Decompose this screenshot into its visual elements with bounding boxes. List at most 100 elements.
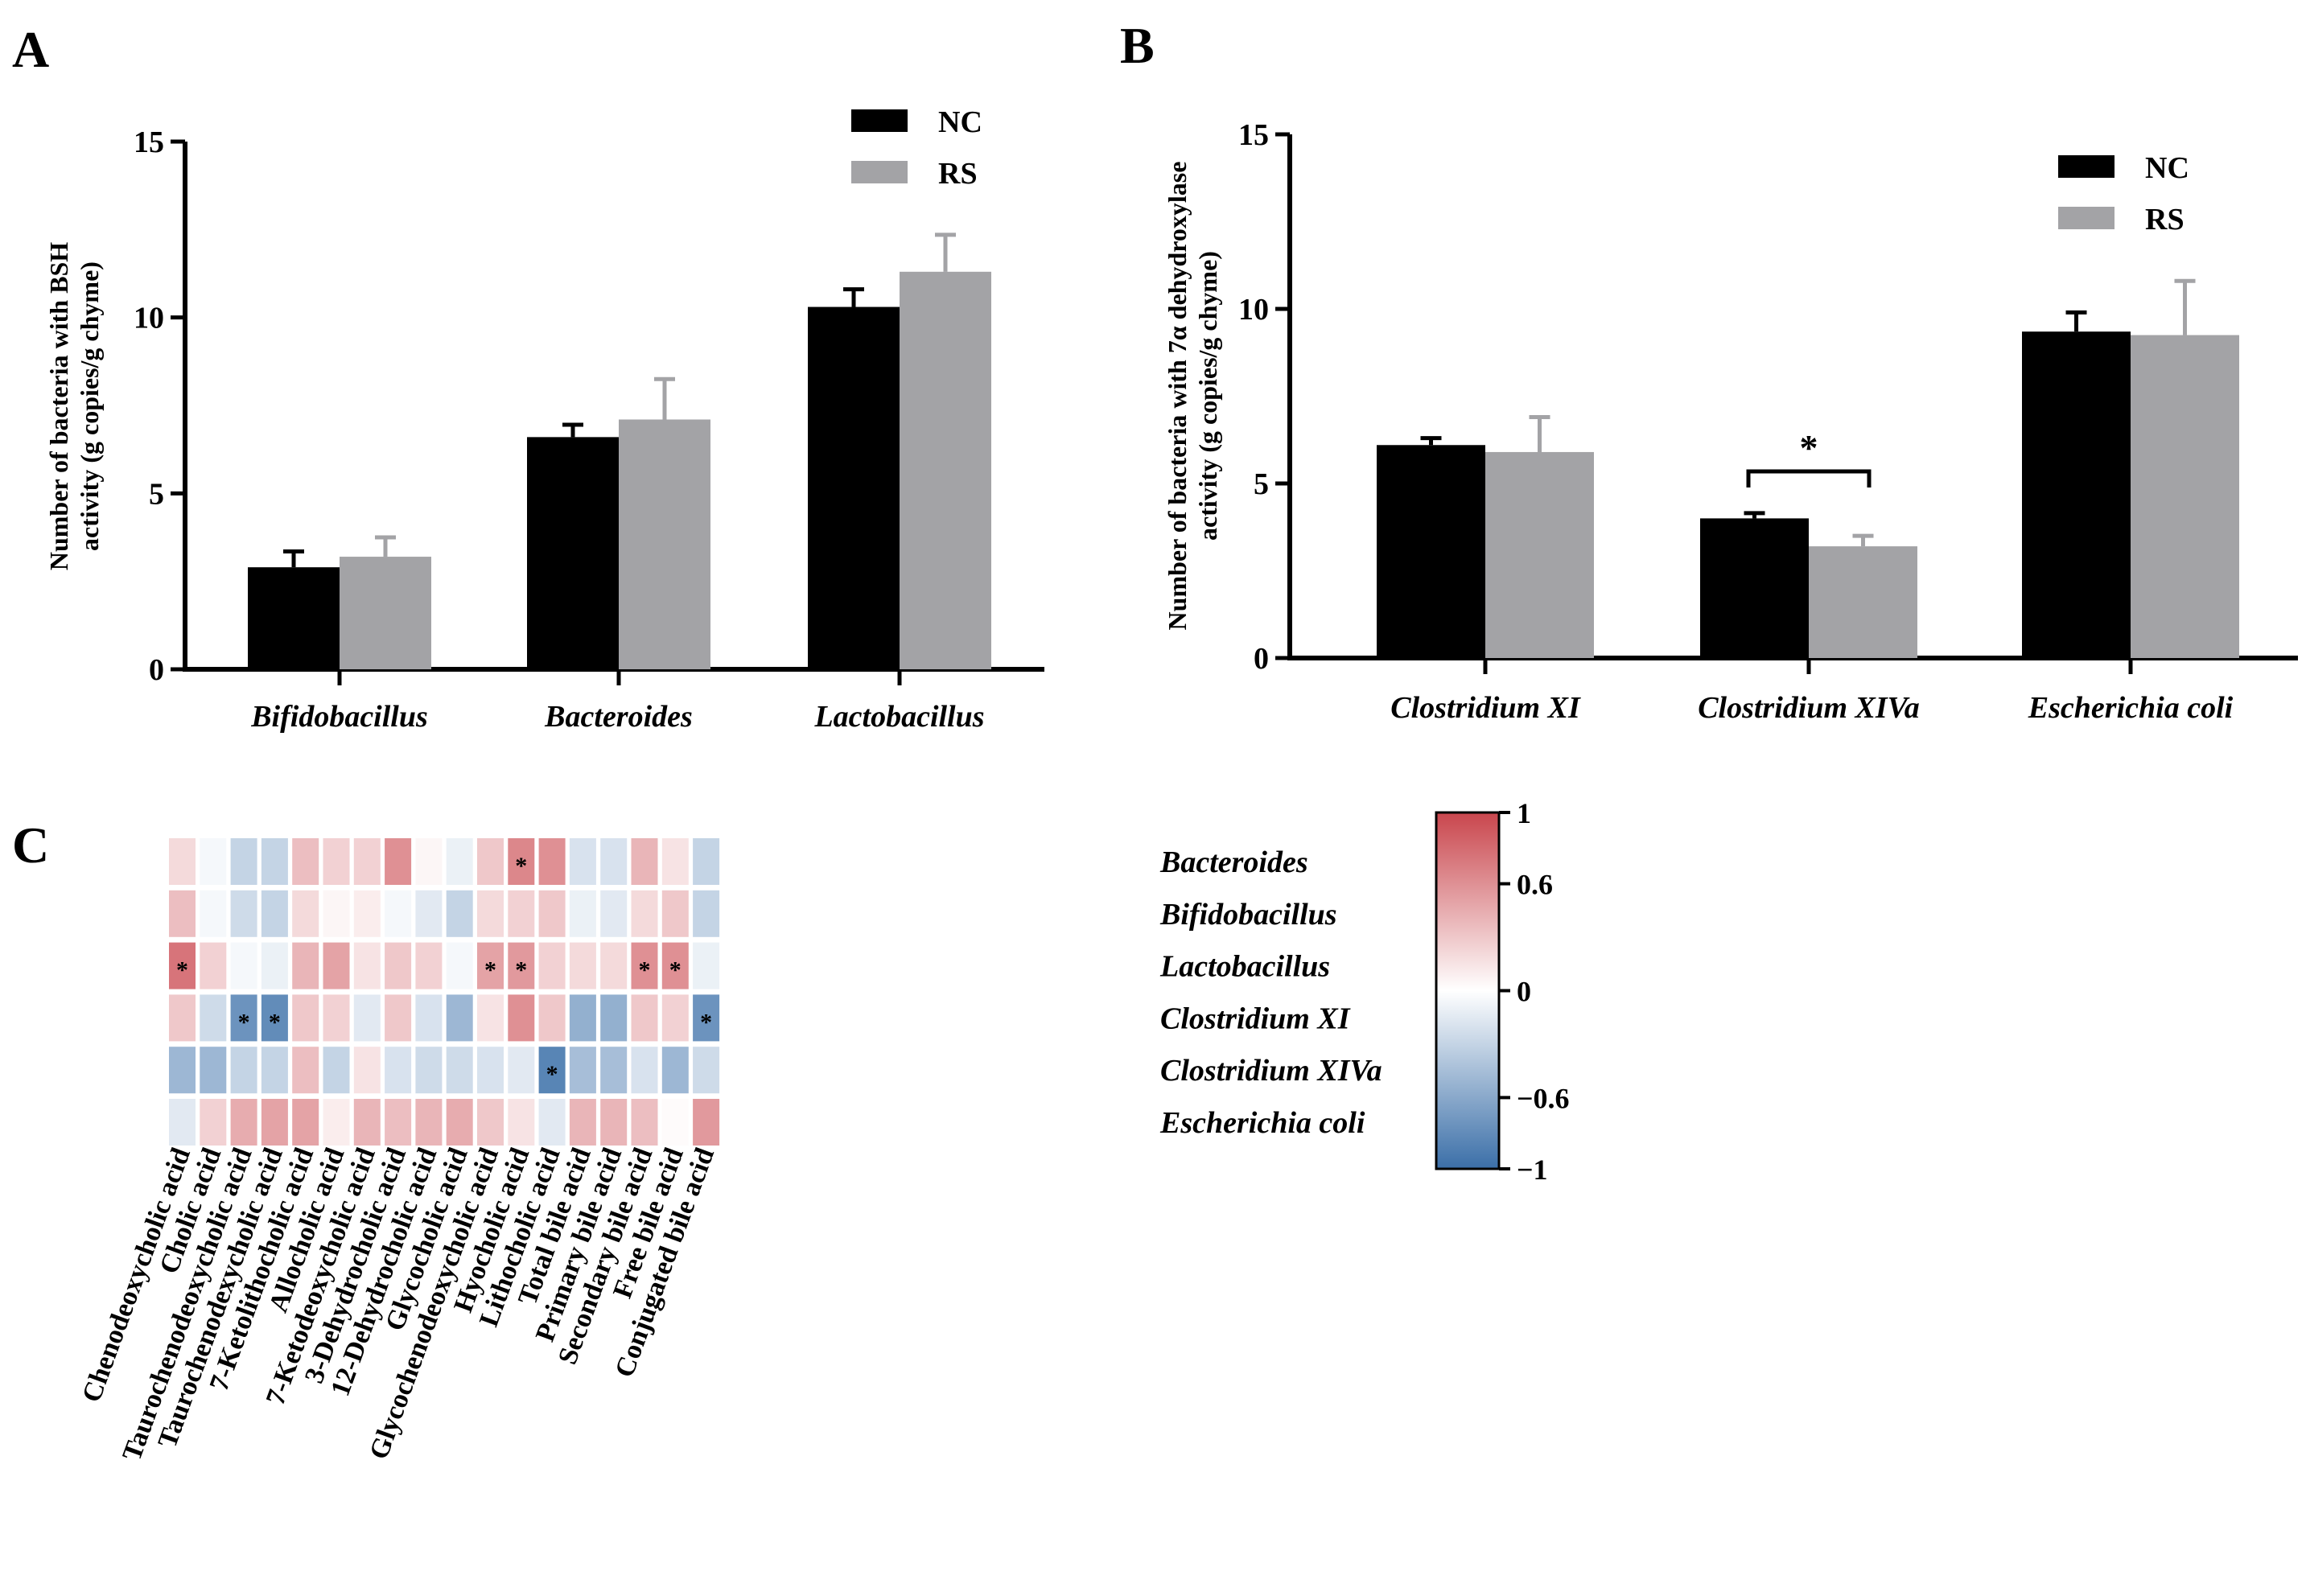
heatmap-cell — [230, 942, 257, 989]
heatmap-cell — [477, 1047, 504, 1094]
panel-b-bar-chart: 0 5 10 15 Number of bacteria with 7α dehydro… — [1163, 118, 2298, 725]
heatmap-cell — [353, 838, 381, 885]
panel-label-b: B — [1120, 17, 1155, 74]
bar-rs — [619, 419, 710, 669]
heatmap-cell — [661, 1099, 689, 1146]
bar-nc — [527, 437, 619, 669]
heatmap-cell — [323, 890, 350, 937]
heatmap-cell — [353, 1047, 381, 1094]
legend-swatch-rs — [2058, 207, 2115, 229]
cell-significance-star: * — [484, 957, 496, 984]
cell-significance-star: * — [238, 1009, 250, 1035]
heatmap-cell — [600, 1047, 628, 1094]
heatmap-cell — [323, 942, 350, 989]
heatmap-cell — [569, 890, 596, 937]
y-axis-label: Number of bacteria with 7α dehydroxylase — [1163, 162, 1192, 631]
significance-bracket — [1746, 469, 1872, 487]
y-tick-label: 15 — [134, 125, 164, 159]
colorbar-tick-label: −1 — [1517, 1154, 1548, 1186]
heatmap-cell — [292, 1047, 319, 1094]
heatmap-cell — [385, 890, 412, 937]
heatmap-cell — [600, 838, 628, 885]
heatmap-cell — [446, 994, 473, 1042]
legend-swatch-nc — [851, 109, 908, 132]
heatmap-cell — [631, 1047, 658, 1094]
panel-label-a: A — [12, 21, 49, 78]
cell-significance-star: * — [669, 957, 682, 984]
bar-nc — [248, 567, 340, 669]
heatmap-cell — [230, 1099, 257, 1146]
legend-label-nc: NC — [938, 105, 982, 139]
heatmap-cell — [569, 838, 596, 885]
bar-nc — [1700, 518, 1809, 658]
heatmap-cell — [323, 838, 350, 885]
heatmap-cell — [538, 1047, 566, 1094]
bar-rs — [2131, 335, 2239, 658]
x-category-label: Escherichia coli — [2028, 691, 2234, 725]
heatmap-cell — [446, 1099, 473, 1146]
heatmap-cell — [508, 838, 535, 885]
heatmap-cell — [353, 994, 381, 1042]
row-label: Bifidobacillus — [1159, 898, 1337, 932]
heatmap-cell — [200, 994, 227, 1042]
heatmap-cell — [600, 942, 628, 989]
heatmap-cell — [508, 994, 535, 1042]
heatmap-cell — [477, 838, 504, 885]
heatmap-cell — [693, 838, 720, 885]
heatmap-cell — [415, 1099, 443, 1146]
heatmap-cell — [446, 942, 473, 989]
heatmap-cell — [631, 994, 658, 1042]
heatmap-cell — [538, 890, 566, 937]
panel-a-bar-chart: 0 5 10 15 Number of bacteria with BSH activit… — [44, 105, 1044, 734]
legend-swatch-rs — [851, 161, 908, 183]
cell-significance-star: * — [546, 1061, 558, 1088]
heatmap-cell — [508, 942, 535, 989]
heatmap-cell — [631, 942, 658, 989]
heatmap-cell — [693, 994, 720, 1042]
heatmap-cell — [292, 1099, 319, 1146]
heatmap-cell — [538, 994, 566, 1042]
heatmap-cell — [353, 890, 381, 937]
heatmap-cell — [200, 942, 227, 989]
heatmap-cell — [508, 890, 535, 937]
heatmap-cell — [230, 838, 257, 885]
heatmap-cell — [631, 1099, 658, 1146]
row-label: Escherichia coli — [1159, 1106, 1365, 1140]
heatmap-cell — [261, 994, 288, 1042]
heatmap-cell — [200, 890, 227, 937]
colorbar-tick-label: 0 — [1517, 976, 1531, 1008]
heatmap-cell — [477, 942, 504, 989]
x-category-label: Clostridium XIVa — [1698, 691, 1920, 725]
heatmap-cell — [169, 994, 196, 1042]
heatmap-cell — [292, 942, 319, 989]
y-axis-label: activity (g copies/g chyme) — [1193, 251, 1222, 541]
heatmap-cell — [292, 838, 319, 885]
heatmap-cell — [661, 994, 689, 1042]
heatmap-cell — [446, 1047, 473, 1094]
heatmap-cell — [385, 838, 412, 885]
cell-significance-star: * — [515, 853, 527, 879]
heatmap-cell — [538, 1099, 566, 1146]
heatmap-cell — [385, 994, 412, 1042]
heatmap-cell — [661, 838, 689, 885]
heatmap-cell — [200, 838, 227, 885]
x-category-label: Lactobacillus — [813, 700, 984, 734]
heatmap-cell — [415, 942, 443, 989]
heatmap-cell — [477, 1099, 504, 1146]
y-tick-label: 10 — [1238, 293, 1269, 327]
heatmap-cell — [569, 942, 596, 989]
x-category-label: Bacteroides — [544, 700, 693, 734]
bar-rs — [1809, 546, 1917, 658]
heatmap-cell — [631, 838, 658, 885]
y-tick-label: 15 — [1238, 118, 1269, 152]
row-label: Clostridium XIVa — [1160, 1054, 1382, 1088]
cell-significance-star: * — [639, 957, 651, 984]
y-tick-label: 5 — [1254, 467, 1269, 501]
heatmap-cell — [169, 1099, 196, 1146]
heatmap-cell — [600, 890, 628, 937]
heatmap-cell — [538, 838, 566, 885]
heatmap-cell — [353, 1099, 381, 1146]
heatmap-cell — [415, 1047, 443, 1094]
heatmap-cell — [446, 890, 473, 937]
heatmap-cell — [538, 942, 566, 989]
